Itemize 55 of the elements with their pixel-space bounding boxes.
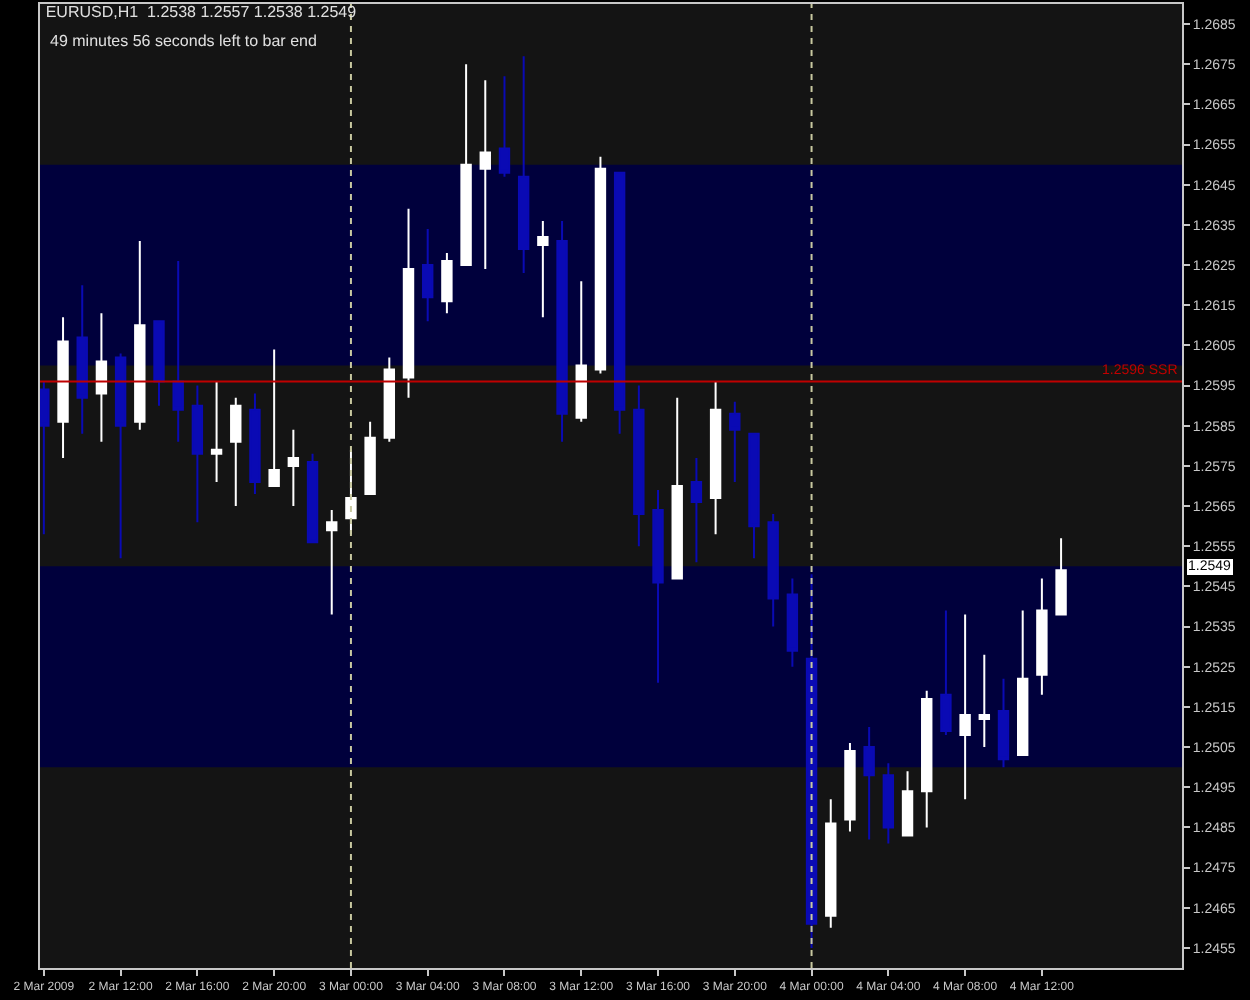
- candlestick: [575, 280, 587, 423]
- candlestick: [633, 384, 645, 548]
- candlestick: [556, 219, 568, 443]
- candlestick: [383, 356, 396, 443]
- candlestick: [863, 726, 875, 841]
- candlestick: [345, 448, 357, 536]
- candlestick: [40, 380, 50, 536]
- candlestick: [57, 316, 69, 459]
- candlestick: [940, 609, 952, 737]
- candlestick: [882, 762, 895, 845]
- candlestick: [748, 432, 760, 560]
- candlestick: [441, 252, 453, 315]
- candlestick: [172, 260, 184, 443]
- candlestick: [652, 489, 664, 684]
- text: 49 minutes 56 seconds left to bar end: [50, 32, 317, 50]
- candlestick: [402, 207, 415, 399]
- candlestick: [76, 284, 88, 435]
- candlestick: [613, 171, 626, 435]
- candlestick: [114, 352, 127, 560]
- candlestick: [460, 63, 472, 267]
- candlestick: [498, 75, 511, 178]
- candlestick: [825, 798, 837, 929]
- candlestick: [306, 452, 319, 544]
- candlestick: [210, 380, 223, 483]
- candlestick: [901, 770, 914, 837]
- candlestick: [422, 227, 434, 323]
- candlestick: [671, 396, 683, 580]
- candlestick: [594, 155, 607, 375]
- candlestick: [997, 677, 1010, 769]
- candlestick: [95, 312, 108, 443]
- candlestick: [479, 79, 491, 271]
- candlestick: [1036, 577, 1048, 696]
- candlestick: [191, 384, 204, 524]
- candlestick: [326, 509, 338, 616]
- candlestick: [959, 613, 971, 801]
- candlestick: [134, 239, 146, 431]
- candlestick: [517, 55, 530, 275]
- candlestick: [230, 396, 242, 508]
- chart-title: EURUSD,H1 1.2538 1.2557 1.2538 1.2549: [45, 3, 358, 22]
- candlestick: [844, 742, 856, 833]
- candlestick: [709, 380, 722, 536]
- candlestick: [153, 320, 165, 407]
- candlestick: [690, 456, 703, 564]
- candlestick: [268, 348, 280, 487]
- candlestick: [249, 392, 261, 496]
- candlestick: [287, 428, 300, 508]
- candlestick: [978, 653, 991, 749]
- candlestick: [921, 689, 933, 829]
- candlestick: [729, 400, 741, 483]
- candlestick: [1017, 609, 1029, 757]
- candlestick: [364, 420, 376, 496]
- candlestick: [786, 577, 799, 668]
- candlestick: [767, 513, 779, 628]
- candlestick: [537, 219, 549, 319]
- candlestick: [1055, 537, 1067, 616]
